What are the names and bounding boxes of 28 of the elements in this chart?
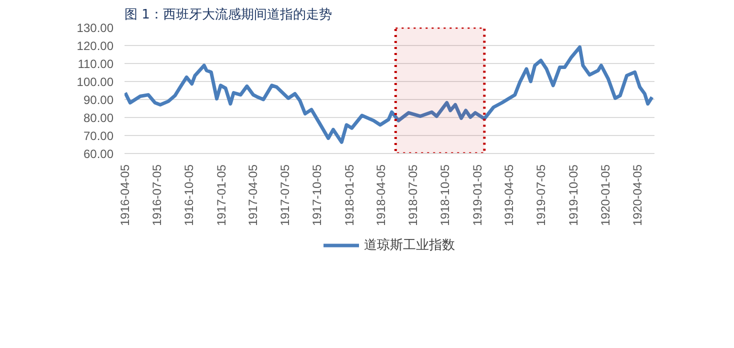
x-tick-label: 1918-04-05 xyxy=(374,164,388,226)
x-tick-label: 1920-01-05 xyxy=(598,164,613,226)
x-tick-label: 1916-10-05 xyxy=(182,164,196,226)
x-tick-label: 1918-01-05 xyxy=(342,164,356,226)
y-tick-label: 60.00 xyxy=(83,147,114,161)
x-tick-label: 1917-10-05 xyxy=(310,164,324,226)
x-tick-label: 1919-01-05 xyxy=(470,164,485,226)
x-tick-label: 1919-04-05 xyxy=(502,164,516,226)
y-tick-label: 80.00 xyxy=(83,111,114,125)
x-tick-label: 1919-07-05 xyxy=(534,164,548,226)
x-tick-label: 1916-04-05 xyxy=(118,164,132,226)
legend-label: 道琼斯工业指数 xyxy=(364,237,455,254)
y-tick-label: 110.00 xyxy=(78,57,114,71)
line-series xyxy=(124,45,654,144)
x-tick-label: 1916-07-05 xyxy=(150,164,164,226)
y-tick-label: 70.00 xyxy=(83,129,114,143)
x-tick-label: 1917-07-05 xyxy=(278,164,292,226)
y-tick-label: 130.00 xyxy=(76,21,114,35)
x-tick-label: 1919-10-05 xyxy=(566,164,580,226)
y-tick-label: 90.00 xyxy=(83,93,114,107)
chart-title: 图 1：西班牙大流感期间道指的走势 xyxy=(124,6,332,22)
y-tick-label: 120.00 xyxy=(76,39,114,53)
x-tick-label: 1920-04-05 xyxy=(630,164,644,226)
x-tick-label: 1917-01-05 xyxy=(214,164,228,226)
x-tick-label: 1918-10-05 xyxy=(438,164,452,226)
x-tick-label: 1917-04-05 xyxy=(246,164,260,226)
x-tick-label: 1918-07-05 xyxy=(406,164,420,226)
y-tick-label: 100.00 xyxy=(76,75,114,89)
